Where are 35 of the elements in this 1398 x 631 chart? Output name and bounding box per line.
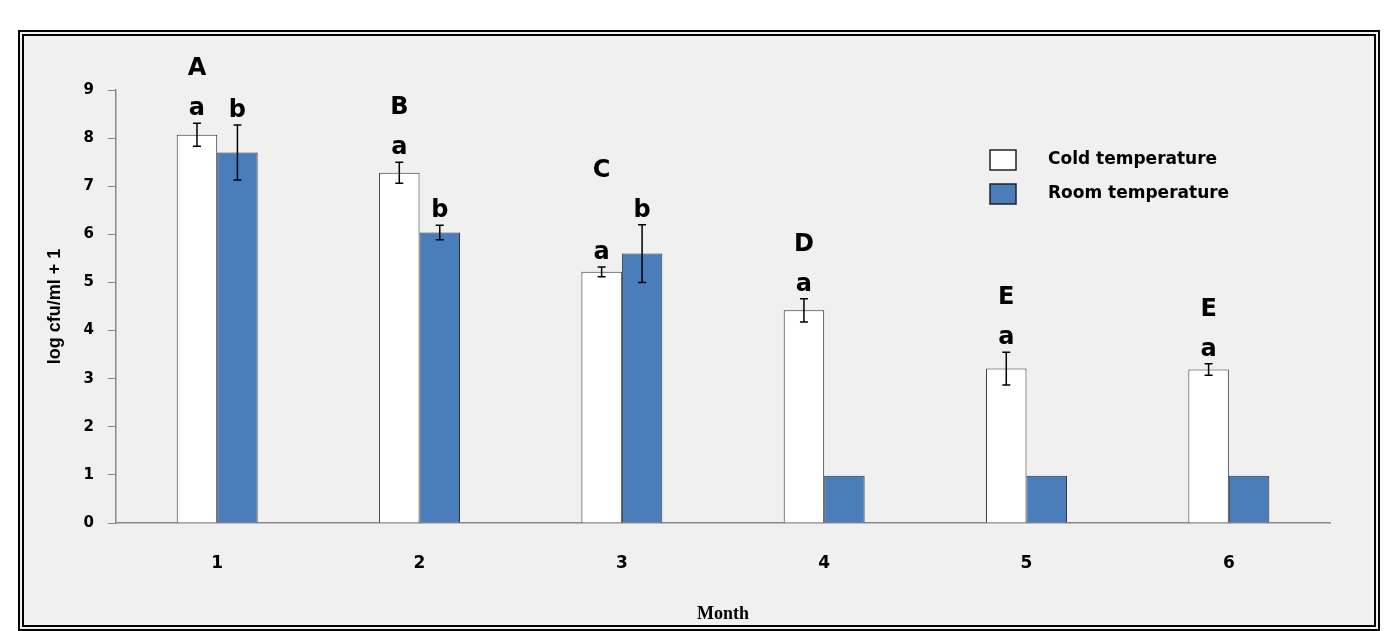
annotation: a	[795, 268, 813, 297]
annotation: a	[593, 237, 610, 266]
text: A	[187, 53, 207, 82]
annotation: C	[592, 154, 611, 183]
annotation: a	[1200, 333, 1217, 362]
x-tick-label: 6	[1222, 551, 1235, 572]
y-tick-label: 2	[83, 416, 95, 435]
y-tick-label: 0	[83, 512, 95, 531]
annotation: D	[793, 228, 814, 257]
annotation: a	[998, 322, 1015, 351]
y-axis-title: log cfu/ml + 1	[43, 248, 64, 365]
annotation: B	[390, 92, 409, 121]
x-tick-label: 5	[1020, 551, 1033, 572]
annotation: E	[1200, 293, 1217, 322]
y-tick-label: 4	[83, 320, 95, 339]
y-tick-label: 6	[83, 224, 95, 243]
y-tick-label: 1	[83, 464, 95, 483]
legend-label: Room temperature	[1048, 182, 1230, 203]
annotation: a	[391, 132, 408, 161]
y-tick-label: 7	[83, 176, 95, 195]
annotation: b	[431, 195, 449, 224]
x-tick-label: 3	[615, 551, 628, 572]
legend-label: Cold temperature	[1048, 148, 1218, 169]
x-tick-label: 4	[818, 551, 831, 572]
x-axis-title: Month	[697, 602, 750, 623]
annotation: b	[228, 95, 247, 124]
annotation: b	[633, 194, 651, 223]
annotation: a	[188, 93, 206, 122]
annotation: E	[998, 282, 1015, 311]
x-tick-label: 1	[211, 551, 224, 572]
y-tick-label: 5	[83, 272, 95, 291]
y-tick-label: 9	[83, 79, 95, 98]
x-tick-label: 2	[413, 551, 426, 572]
y-tick-label: 8	[83, 128, 95, 146]
y-tick-label: 3	[83, 368, 95, 387]
